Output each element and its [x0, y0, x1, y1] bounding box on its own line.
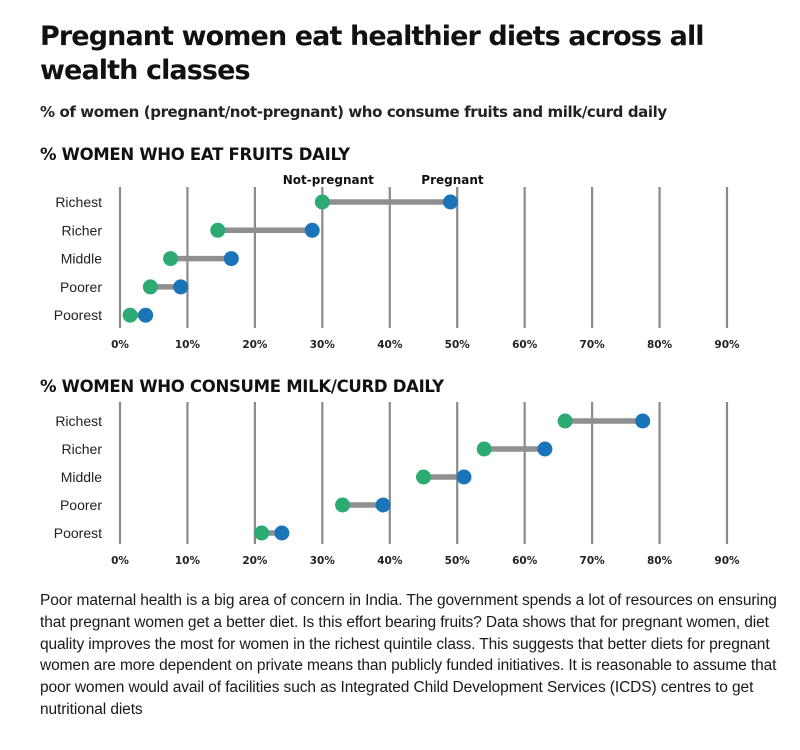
x-tick-label: 20% [242, 555, 268, 567]
not-pregnant-point [335, 497, 351, 513]
chart-title: Pregnant women eat healthier diets acros… [40, 21, 705, 86]
category-label: Poorer [60, 497, 102, 513]
x-tick-label: 50% [445, 555, 471, 567]
category-label: Richest [55, 194, 102, 210]
x-tick-label: 60% [512, 555, 538, 567]
x-tick-label: 30% [310, 339, 336, 351]
x-tick-label: 10% [175, 555, 201, 567]
pregnant-point [635, 413, 651, 429]
chart-subtitle: % of women (pregnant/not-pregnant) who c… [40, 103, 667, 121]
pregnant-point [274, 525, 290, 541]
pregnant-point [173, 279, 189, 295]
x-tick-label: 80% [647, 555, 673, 567]
caption-text: Poor maternal health is a big area of co… [40, 592, 777, 718]
legend-not-pregnant: Not-pregnant [283, 173, 374, 187]
not-pregnant-point [142, 279, 158, 295]
pregnant-point [223, 251, 239, 267]
not-pregnant-point [163, 251, 179, 267]
not-pregnant-point [210, 222, 226, 238]
not-pregnant-point [122, 307, 138, 323]
category-label: Middle [61, 469, 102, 485]
x-tick-label: 80% [647, 339, 673, 351]
not-pregnant-point [254, 525, 270, 541]
fruits-chart: 0% 10% 20% 30% 40% 50% 60% 70% 80% 90% Richest Rich… [54, 173, 740, 351]
category-label: Poorest [54, 307, 102, 323]
not-pregnant-point [416, 469, 431, 485]
not-pregnant-point [557, 413, 573, 429]
milk-chart: 0% 10% 20% 30% 40% 50% 60% 70% 80% 90% Richest Rich… [54, 402, 740, 567]
pregnant-point [456, 469, 472, 485]
category-label: Richer [62, 222, 103, 238]
pregnant-point [442, 194, 458, 210]
milk-chart-heading: % WOMEN WHO CONSUME MILK/CURD DAILY [40, 377, 444, 396]
x-tick-label: 90% [714, 555, 740, 567]
x-tick-label: 50% [445, 339, 471, 351]
category-label: Poorest [54, 525, 102, 541]
category-label: Richest [55, 413, 102, 429]
x-tick-label: 90% [714, 339, 740, 351]
x-tick-label: 40% [377, 555, 403, 567]
pregnant-point [138, 307, 154, 323]
legend-pregnant: Pregnant [421, 173, 484, 187]
not-pregnant-point [476, 441, 492, 457]
x-tick-label: 30% [310, 555, 336, 567]
category-label: Poorer [60, 279, 102, 295]
not-pregnant-point [314, 194, 330, 210]
x-tick-label: 70% [580, 339, 606, 351]
x-tick-label: 70% [580, 555, 606, 567]
x-tick-label: 0% [111, 339, 129, 351]
category-label: Richer [62, 441, 103, 457]
fruits-chart-heading: % WOMEN WHO EAT FRUITS DAILY [40, 145, 350, 164]
x-tick-label: 10% [175, 339, 201, 351]
pregnant-point [537, 441, 553, 457]
x-tick-label: 20% [242, 339, 268, 351]
x-tick-label: 0% [111, 555, 129, 567]
x-tick-label: 40% [377, 339, 403, 351]
pregnant-point [375, 497, 391, 513]
category-label: Middle [61, 251, 102, 267]
pregnant-point [304, 222, 320, 238]
x-tick-label: 60% [512, 339, 538, 351]
